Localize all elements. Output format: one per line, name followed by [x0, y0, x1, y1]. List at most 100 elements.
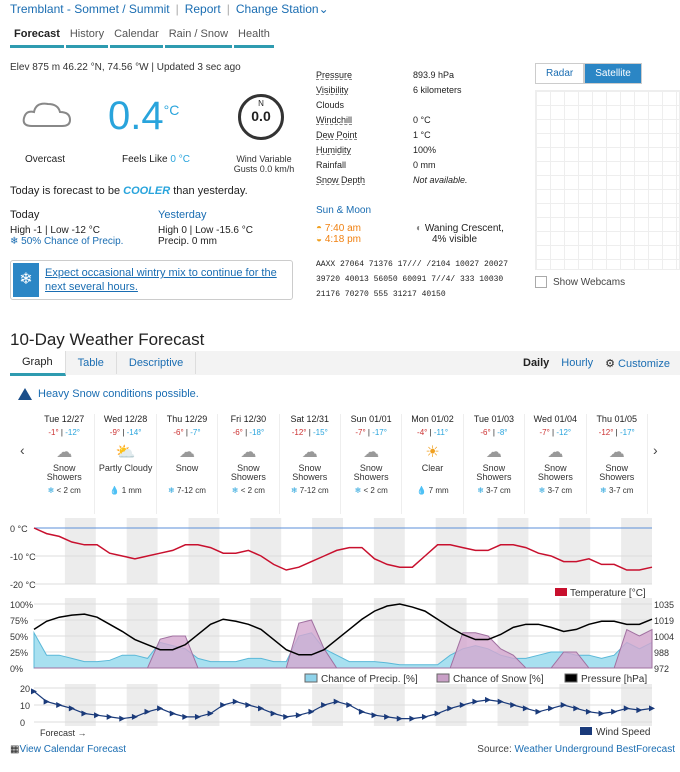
- wind-arrow: [396, 715, 403, 722]
- legend-label: Chance of Precip. [%]: [321, 674, 418, 685]
- legend-swatch: [564, 673, 578, 683]
- gear-icon[interactable]: ⚙: [605, 357, 615, 370]
- day-date: Tue 01/03: [473, 414, 515, 424]
- day-precip: ❄ < 2 cm: [47, 486, 81, 495]
- wind-arrow: [560, 702, 567, 708]
- night-band: [373, 518, 405, 584]
- radar-map[interactable]: [535, 90, 680, 270]
- snow-showers-icon: ☁: [485, 444, 502, 461]
- wind-arrow: [459, 702, 466, 708]
- wintry-mix-icon: ❄: [13, 263, 39, 297]
- day-column[interactable]: Tue 12/27 -1° | -12° ☁ Snow Showers ❄ < 2…: [34, 414, 96, 514]
- pressure-tick: 988: [654, 648, 669, 658]
- forecast-marker: Forecast →: [40, 728, 87, 738]
- day-low: -7°: [190, 428, 201, 437]
- tab-descriptive[interactable]: Descriptive: [117, 352, 197, 374]
- radar-panel: Radar Satellite Show Webcams: [535, 63, 680, 288]
- wind-legend-swatch: [580, 727, 592, 735]
- night-band: [64, 518, 96, 584]
- day-condition: Snow: [175, 463, 199, 473]
- report-link[interactable]: Report: [184, 2, 221, 16]
- stat-row: Humidity 100%: [316, 144, 437, 155]
- wind-arrow: [447, 705, 454, 712]
- snow-showers-icon: ☁: [608, 444, 625, 461]
- tab-calendar[interactable]: Calendar: [110, 26, 163, 48]
- day-high: -6°: [480, 428, 491, 437]
- daily-toggle[interactable]: Daily: [523, 356, 550, 369]
- day-column[interactable]: Thu 01/05 -12° | -17° ☁ Snow Showers ❄ 3-…: [587, 414, 648, 514]
- webcam-checkbox[interactable]: [535, 276, 547, 288]
- temperature-line: [33, 527, 653, 571]
- day-condition: Partly Cloudy: [98, 463, 153, 473]
- day-date: Fri 12/30: [230, 414, 267, 424]
- change-station-link[interactable]: Change Station: [235, 2, 319, 16]
- day-column[interactable]: Thu 12/29 -6° | -7° ☁ Snow ❄ 7-12 cm: [157, 414, 219, 514]
- pressure-tick: 972: [654, 664, 669, 674]
- wind-arrow: [207, 710, 214, 717]
- day-condition: Clear: [421, 463, 444, 473]
- day-column[interactable]: Sun 01/01 -7° | -17° ☁ Snow Showers ❄ < 2…: [341, 414, 403, 514]
- day-high: -9°: [109, 428, 121, 437]
- tab-history[interactable]: History: [65, 26, 109, 48]
- radar-tab[interactable]: Radar: [535, 63, 585, 84]
- station-link[interactable]: Tremblant - Sommet / Summit: [10, 2, 170, 16]
- night-band: [435, 518, 467, 584]
- day-high: -12°: [291, 428, 307, 437]
- day-column[interactable]: Mon 01/02 -4° | -11° ☀ Clear 💧 7 mm: [402, 414, 464, 514]
- day-column[interactable]: Wed 12/28 -9° | -14° ⛅ Partly Cloudy 💧 1…: [95, 414, 157, 514]
- station-stats: Pressure 893.9 hPa Visibility 6 kilometers C…: [316, 67, 528, 300]
- day-date: Wed 01/04: [533, 414, 577, 424]
- day-column[interactable]: Sat 12/31 -12° | -15° ☁ Snow Showers ❄ 7-…: [280, 414, 341, 514]
- day-column[interactable]: Fri 12/30 -6° | -18° ☁ Snow Showers ❄ < 2…: [218, 414, 280, 514]
- pressure-line: [33, 603, 653, 656]
- moon-phase: ◐ Waning Crescent, 4% visible: [416, 223, 504, 245]
- snow-warning[interactable]: Heavy Snow conditions possible.: [18, 388, 199, 400]
- metar-code: AAXX 27064 71376 17/// /2104 10027 20027…: [316, 260, 509, 299]
- tab-health[interactable]: Health: [234, 26, 274, 48]
- day-column[interactable]: Wed 01/04 -7° | -12° ☁ Snow Showers ❄ 3-7…: [525, 414, 587, 514]
- day-column[interactable]: Tue 01/03 -6° | -8° ☁ Snow Showers ❄ 3-7 …: [464, 414, 526, 514]
- tab-rain-snow[interactable]: Rain / Snow: [164, 26, 233, 48]
- prev-arrow[interactable]: ‹: [20, 442, 25, 458]
- wind-arrow: [497, 698, 504, 705]
- wind-arrow: [144, 708, 151, 715]
- day-date: Wed 12/28: [103, 414, 148, 424]
- tab-forecast[interactable]: Forecast: [10, 26, 64, 48]
- wind-arrow: [131, 713, 138, 720]
- next-arrow[interactable]: ›: [653, 442, 658, 458]
- alert-text[interactable]: Expect occasional wintry mix to continue…: [45, 267, 277, 293]
- wind-arrow: [623, 705, 630, 712]
- precip-tick: 75%: [10, 616, 28, 626]
- wind-arrow: [106, 713, 113, 720]
- wind-arrow: [472, 698, 479, 705]
- snow-showers-icon: ☁: [301, 444, 318, 461]
- calendar-forecast-link[interactable]: View Calendar Forecast: [19, 744, 126, 755]
- day-high: -7°: [355, 428, 366, 437]
- day-low: -17°: [372, 428, 387, 437]
- forecast-alert[interactable]: ❄ Expect occasional wintry mix to contin…: [10, 260, 293, 300]
- tab-table[interactable]: Table: [66, 352, 117, 374]
- customize-link[interactable]: Customize: [618, 357, 670, 370]
- today-summary: Today High -1 | Low -12 °C ❄ 50% Chance …: [10, 209, 124, 247]
- hourly-toggle[interactable]: Hourly: [561, 356, 594, 369]
- wind-arrow: [56, 702, 63, 708]
- wind-arrow: [258, 705, 265, 712]
- day-precip: ❄ 7-12 cm: [168, 486, 206, 495]
- top-bar: Tremblant - Sommet / Summit | Report | C…: [10, 2, 329, 16]
- satellite-tab[interactable]: Satellite: [584, 63, 642, 84]
- wind-arrow: [194, 713, 201, 720]
- tab-graph[interactable]: Graph: [10, 350, 66, 376]
- footer: ▦ View Calendar Forecast Source: Weather…: [10, 744, 675, 755]
- main-tabs: Forecast History Calendar Rain / Snow He…: [10, 26, 274, 48]
- stat-row: Pressure 893.9 hPa: [316, 69, 455, 80]
- stat-row: Visibility 6 kilometers: [316, 84, 462, 95]
- day-high: -1°: [48, 428, 59, 437]
- webcam-toggle[interactable]: Show Webcams: [535, 276, 680, 288]
- source-text: Source: Weather Underground BestForecast: [477, 744, 675, 755]
- day-precip: ❄ < 2 cm: [354, 486, 388, 495]
- chevron-down-icon[interactable]: ⌄: [318, 2, 329, 16]
- wind-arrow: [636, 707, 643, 714]
- wind-tick: 0: [20, 718, 25, 728]
- temp-legend-label: Temperature [°C]: [570, 588, 646, 599]
